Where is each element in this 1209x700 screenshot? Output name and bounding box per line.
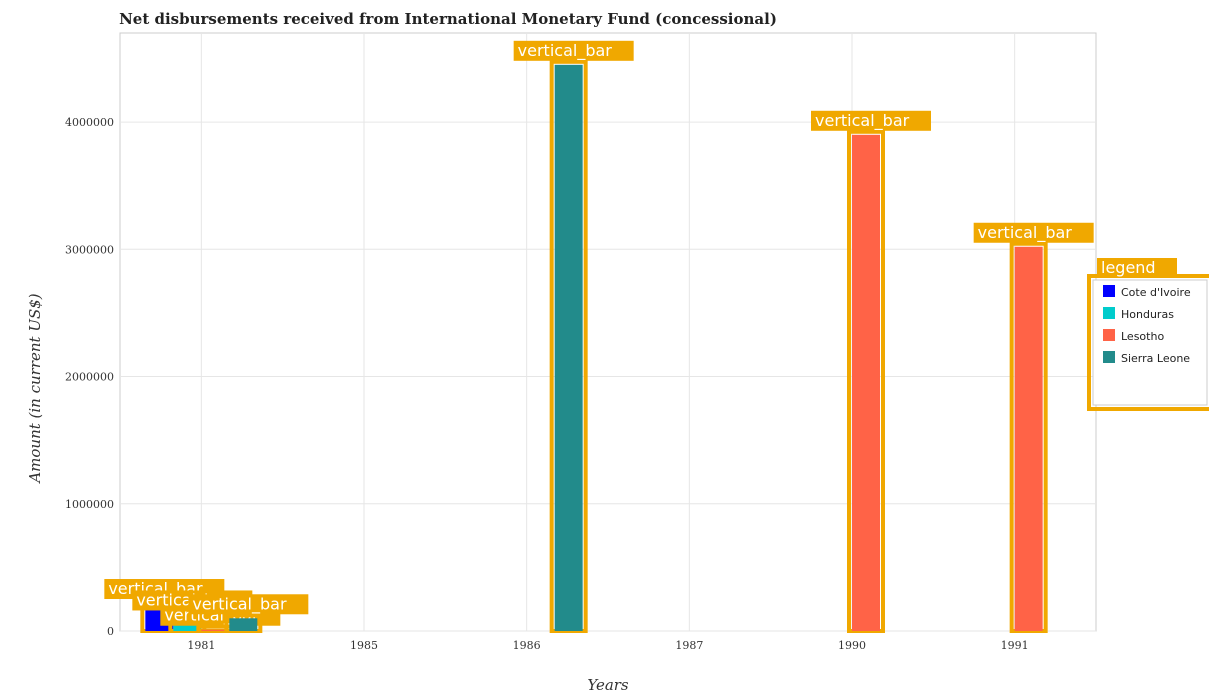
y-axis-label: Amount (in current US$) (26, 293, 44, 484)
x-axis-label: Years (587, 676, 629, 694)
bar-fill (229, 618, 258, 631)
y-tick-label: 4000000 (65, 116, 114, 129)
bar-tag-label: vertical_bar (518, 41, 613, 61)
x-tick-label: 1981 (187, 639, 215, 652)
legend-swatch (1103, 285, 1115, 297)
x-tick-label: 1991 (1001, 639, 1029, 652)
chart-title: Net disbursements received from Internat… (119, 10, 777, 28)
bar-tag-bg (811, 110, 931, 131)
legend-swatch (1103, 351, 1115, 363)
y-tick-label: 1000000 (65, 498, 114, 511)
bar-fill (554, 64, 583, 631)
bar-tag-label: vertical_bar (978, 223, 1073, 243)
bar: vertical_bar (973, 222, 1094, 633)
legend-entry: Lesotho (1121, 330, 1164, 343)
x-tick-label: 1986 (513, 639, 541, 652)
legend-entry: Sierra Leone (1121, 352, 1190, 365)
bar-tag-bg (513, 40, 634, 61)
y-tick-label: 0 (107, 625, 114, 638)
legend-entry: Honduras (1121, 308, 1174, 321)
y-tick-label: 2000000 (65, 371, 114, 384)
plot-area: 0 1000000 2000000 3000000 4000000 1981 1985 198… (65, 32, 1097, 652)
bar-tag-bg (973, 222, 1094, 243)
bar: vertical_bar (811, 110, 931, 633)
legend-entry: Cote d'Ivoire (1121, 286, 1191, 299)
bar-tag-bg (188, 594, 309, 615)
plot-frame (119, 32, 1097, 632)
bar: vertical_bar (513, 40, 634, 633)
legend-frame (1092, 279, 1208, 406)
legend-swatch (1103, 329, 1115, 341)
bar-fill (201, 629, 230, 631)
legend-swatch (1103, 307, 1115, 319)
x-tick-label: 1987 (675, 639, 703, 652)
legend-tag-bg (1097, 258, 1177, 278)
x-tick-label: 1990 (838, 639, 866, 652)
bar-fill (852, 134, 880, 631)
legend: legend Cote d'Ivoire Honduras Lesotho Sierra… (1087, 258, 1209, 411)
legend-tag-label: legend (1101, 258, 1156, 277)
x-tick-label: 1985 (350, 639, 378, 652)
bar-tag-label: vertical_bar (192, 594, 287, 614)
bar-tag-label: vertical_bar (815, 111, 910, 131)
bar-fill (1014, 246, 1043, 632)
bar: vertical_bar (188, 594, 309, 634)
y-tick-label: 3000000 (65, 243, 114, 256)
